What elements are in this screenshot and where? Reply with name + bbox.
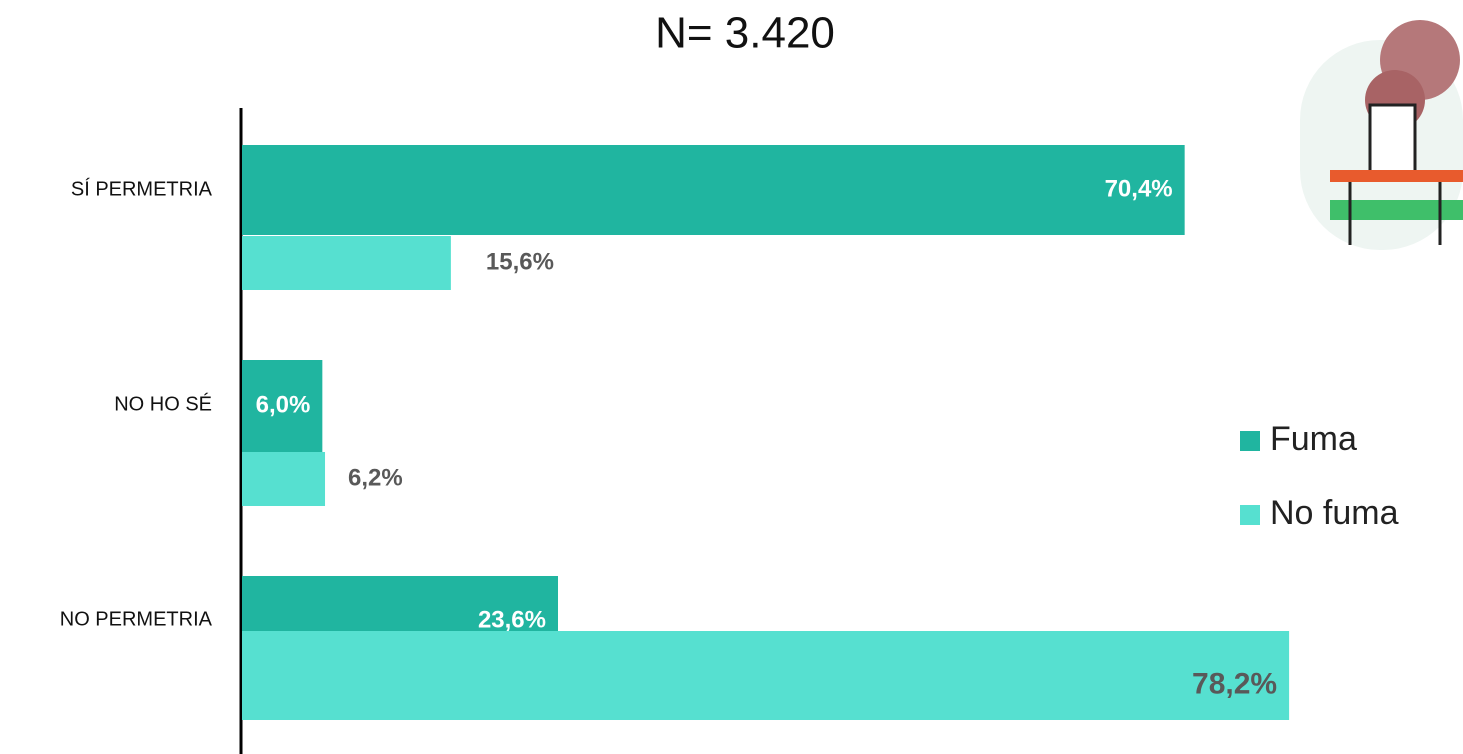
legend-label: Fuma — [1270, 420, 1357, 458]
category-label: NO PERMETRIA — [60, 608, 213, 630]
chart: N= 3.420 SÍ PERMETRIA 70,4% 15,6% NO HO SÉ 6… — [0, 0, 1463, 754]
value-label: 23,6% — [478, 606, 546, 633]
category-label: NO HO SÉ — [114, 392, 212, 415]
bar — [242, 452, 325, 506]
value-label: 6,2% — [348, 464, 403, 491]
bar — [242, 145, 1185, 235]
bar — [242, 631, 1289, 720]
illustration — [1300, 20, 1463, 250]
legend-swatch — [1240, 505, 1260, 525]
legend-label: No fuma — [1270, 494, 1399, 532]
value-label: 78,2% — [1192, 667, 1277, 700]
page: {"chart_data": {"type": "bar", "orientat… — [0, 0, 1463, 754]
chart-title: N= 3.420 — [655, 9, 835, 58]
value-label: 6,0% — [256, 391, 311, 418]
bar — [242, 236, 451, 290]
value-label: 70,4% — [1105, 175, 1173, 202]
category-label: SÍ PERMETRIA — [71, 177, 213, 200]
value-label: 15,6% — [486, 248, 554, 275]
legend-swatch — [1240, 431, 1260, 451]
